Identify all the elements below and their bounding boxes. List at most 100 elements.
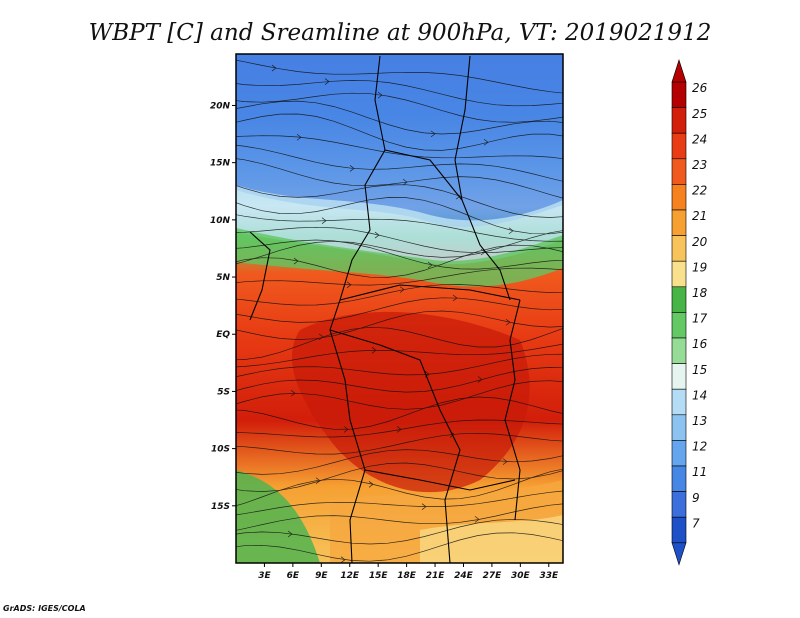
colorbar-box (671, 209, 687, 236)
colorbar-label: 15 (692, 363, 707, 377)
country-border-line (439, 409, 461, 563)
colorbar-top-arrow (671, 59, 687, 83)
streamline (236, 135, 563, 160)
streamline (236, 214, 563, 242)
x-tick-label: 27E (483, 571, 503, 581)
y-tick-label: 5N (216, 273, 230, 283)
streamline-arrow (290, 389, 296, 397)
x-tick-label: 9E (315, 571, 328, 581)
colorbar-label: 25 (692, 107, 707, 121)
y-tick-label: 20N (210, 101, 231, 111)
y-tick-label: 15N (210, 159, 231, 169)
colorbar-boxes (671, 81, 687, 544)
x-tick-label: 24E (454, 571, 474, 581)
x-tick-label: 33E (539, 571, 559, 581)
colorbar-box (671, 158, 687, 185)
colorbar-box (671, 388, 687, 416)
streamline (236, 144, 563, 182)
streamline (236, 158, 563, 199)
wbpt-field-south-yellow (420, 515, 563, 563)
colorbar-label: 7 (692, 516, 700, 530)
streamline (236, 532, 563, 562)
streamline (236, 432, 563, 455)
colorbar-box (671, 491, 687, 518)
colorbar-box (671, 260, 687, 288)
streamline (236, 518, 563, 545)
country-border-line (364, 469, 516, 491)
streamline-arrow (377, 91, 383, 99)
streamline-arrow (477, 376, 483, 383)
colorbar-label: 21 (692, 209, 707, 223)
y-tick-label: 15S (211, 502, 230, 512)
streamline (236, 80, 563, 107)
colorbar-label: 19 (692, 260, 707, 274)
x-tick-label: 3E (258, 571, 271, 581)
country-borders (249, 55, 521, 563)
country-border-line (384, 149, 463, 201)
streamline-arrow (402, 178, 408, 186)
plot-frame (235, 53, 564, 564)
colorbar-box (671, 363, 687, 390)
colorbar-label: 11 (692, 465, 707, 479)
streamline-arrow (474, 516, 480, 523)
x-tick-label: 12E (340, 571, 360, 581)
streamline-arrow (271, 64, 277, 72)
streamline (236, 380, 563, 410)
streamline (236, 184, 563, 218)
streamline-arrow (296, 133, 302, 141)
streamline (236, 297, 563, 323)
streamline (236, 230, 563, 265)
country-border-line (339, 284, 521, 301)
map-area (236, 54, 563, 563)
streamline (236, 100, 563, 135)
country-border-line (504, 299, 521, 521)
colorbar-box (671, 81, 687, 108)
streamline (236, 92, 563, 123)
streamline-arrow (396, 426, 402, 433)
streamline (236, 226, 563, 254)
streamline-arrow (287, 530, 293, 538)
colorbar-bottom-arrow (671, 542, 687, 566)
streamline-arrow (343, 426, 349, 433)
streamline-arrow (421, 503, 427, 510)
x-tick-label: 21E (426, 571, 446, 581)
streamline-arrow (368, 481, 374, 488)
colorbar-box (671, 312, 687, 339)
wbpt-field-warm-core (291, 311, 530, 493)
colorbar-label: 12 (692, 440, 707, 454)
x-tick-label: 18E (397, 571, 417, 581)
chart-title: WBPT [C] and Sreamline at 900hPa, VT: 20… (89, 20, 712, 46)
y-tick-label: EQ (216, 330, 230, 340)
colorbar-label: 24 (692, 132, 707, 146)
streamline (236, 310, 563, 340)
colorbar-label: 17 (692, 312, 708, 326)
streamline-arrow (483, 138, 489, 146)
streamline (236, 503, 563, 531)
streamline (236, 353, 563, 378)
x-tick-label: 15E (369, 571, 389, 581)
x-axis: 3E 6E 9E 12E 15E 18E 21E 24E 27E 30E 33E (258, 563, 559, 581)
colorbar: 26 25 24 23 22 21 20 19 18 17 16 15 14 13 12 11 9 7 (671, 59, 708, 566)
colorbar-label: 26 (692, 81, 708, 95)
colorbar-label: 22 (692, 184, 707, 198)
country-border-line (329, 329, 441, 411)
streamlines (236, 59, 563, 563)
streamline-arrow (346, 281, 352, 289)
streamline-arrow (293, 257, 299, 265)
colorbar-box (671, 235, 687, 262)
streamline-arrow (340, 556, 346, 563)
streamline (236, 343, 563, 368)
colorbar-label: 23 (692, 158, 707, 172)
streamline (236, 419, 563, 438)
wbpt-field-southwest-green (236, 470, 320, 563)
streamline-arrow (452, 294, 458, 302)
y-axis: 20N 15N 10N 5N EQ 5S 10S 15S (210, 101, 236, 512)
streamline (236, 113, 563, 151)
colorbar-box (671, 516, 687, 544)
y-tick-label: 5S (217, 387, 230, 397)
streamline (236, 468, 563, 506)
streamline-arrow (349, 165, 355, 172)
streamline-arrow (371, 347, 377, 354)
colorbar-label: 20 (692, 235, 708, 249)
colorbar-label: 14 (692, 388, 707, 402)
